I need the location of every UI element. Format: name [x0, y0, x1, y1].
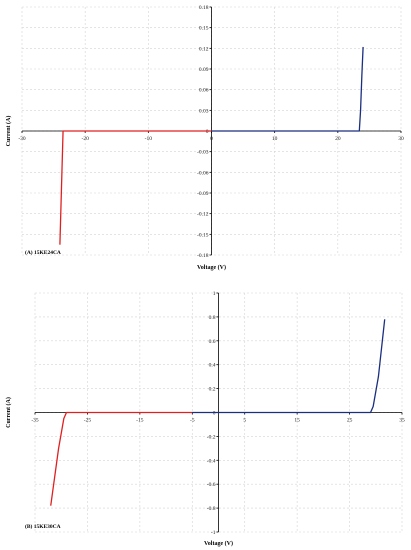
x-tick-label: -10 [145, 136, 153, 142]
x-tick-label: 20 [335, 136, 341, 142]
y-tick-label: 0.4 [209, 363, 216, 369]
x-tick-label: -20 [81, 136, 89, 142]
x-tick-label: 15 [294, 418, 300, 424]
y-tick-label: -0.6 [207, 482, 216, 488]
y-tick-label: -0.12 [197, 212, 209, 218]
series-line-positive [211, 46, 364, 132]
series-line-positive [192, 319, 386, 414]
y-axis-title: Current (A) [5, 116, 12, 147]
y-tick-label: 0 [213, 411, 216, 417]
y-tick-label: -0.4 [207, 458, 216, 464]
x-axis-title: Voltage (V) [197, 264, 226, 271]
y-axis-title: Current (A) [5, 397, 12, 428]
series-line-negative [59, 130, 212, 245]
y-tick-label: -0.15 [197, 232, 209, 238]
panel-label: (A) 15KE24CA [25, 249, 61, 256]
chart-panel-b: -35 -25 -15 -5 5 15 25 35 1 0.8 0.6 0.4 0.2 0 -0.2 -0.4… [5, 291, 405, 547]
y-tick-label: 0 [206, 129, 209, 135]
y-tick-label: -0.03 [197, 150, 209, 156]
y-tick-label: 1 [213, 291, 216, 297]
y-tick-label: -0.18 [197, 253, 209, 259]
y-tick-label: 0.03 [199, 108, 209, 114]
y-tick-label: -0.06 [197, 170, 209, 176]
x-tick-label: 30 [398, 136, 404, 142]
y-tick-label: -0.8 [207, 506, 216, 512]
x-tick-label: -25 [84, 418, 92, 424]
x-tick-label: -15 [136, 418, 144, 424]
y-tick-label: -0.2 [207, 434, 216, 440]
x-tick-label: 10 [272, 136, 278, 142]
x-axis-title: Voltage (V) [204, 540, 233, 547]
y-tick-label: 0.2 [209, 387, 216, 393]
y-tick-label: 0.8 [209, 315, 216, 321]
x-tick-label: 35 [399, 418, 405, 424]
y-tick-label: 0.09 [199, 67, 209, 73]
y-tick-label: -0.09 [197, 191, 209, 197]
series-line-negative [50, 411, 193, 506]
panel-label: (B) 15KE30CA [25, 523, 61, 530]
x-tick-label: -5 [190, 418, 195, 424]
y-tick-label: 0.18 [199, 5, 209, 11]
x-tick-label: -30 [18, 136, 26, 142]
y-tick-label: -1 [211, 530, 216, 536]
y-tick-label: 0.12 [199, 46, 209, 52]
y-tick-label: 0.06 [199, 88, 209, 94]
x-tick-label: -35 [31, 418, 39, 424]
y-tick-label: 0.6 [209, 339, 216, 345]
y-tick-label: 0.15 [199, 26, 209, 32]
x-tick-label: 25 [347, 418, 353, 424]
x-tick-label: 5 [243, 418, 246, 424]
x-tick-label: 0 [210, 136, 213, 142]
chart-panel-a: -30 -20 -10 0 10 20 30 0.18 0.15 0.12 0.09 0.06 0.03… [5, 5, 404, 271]
